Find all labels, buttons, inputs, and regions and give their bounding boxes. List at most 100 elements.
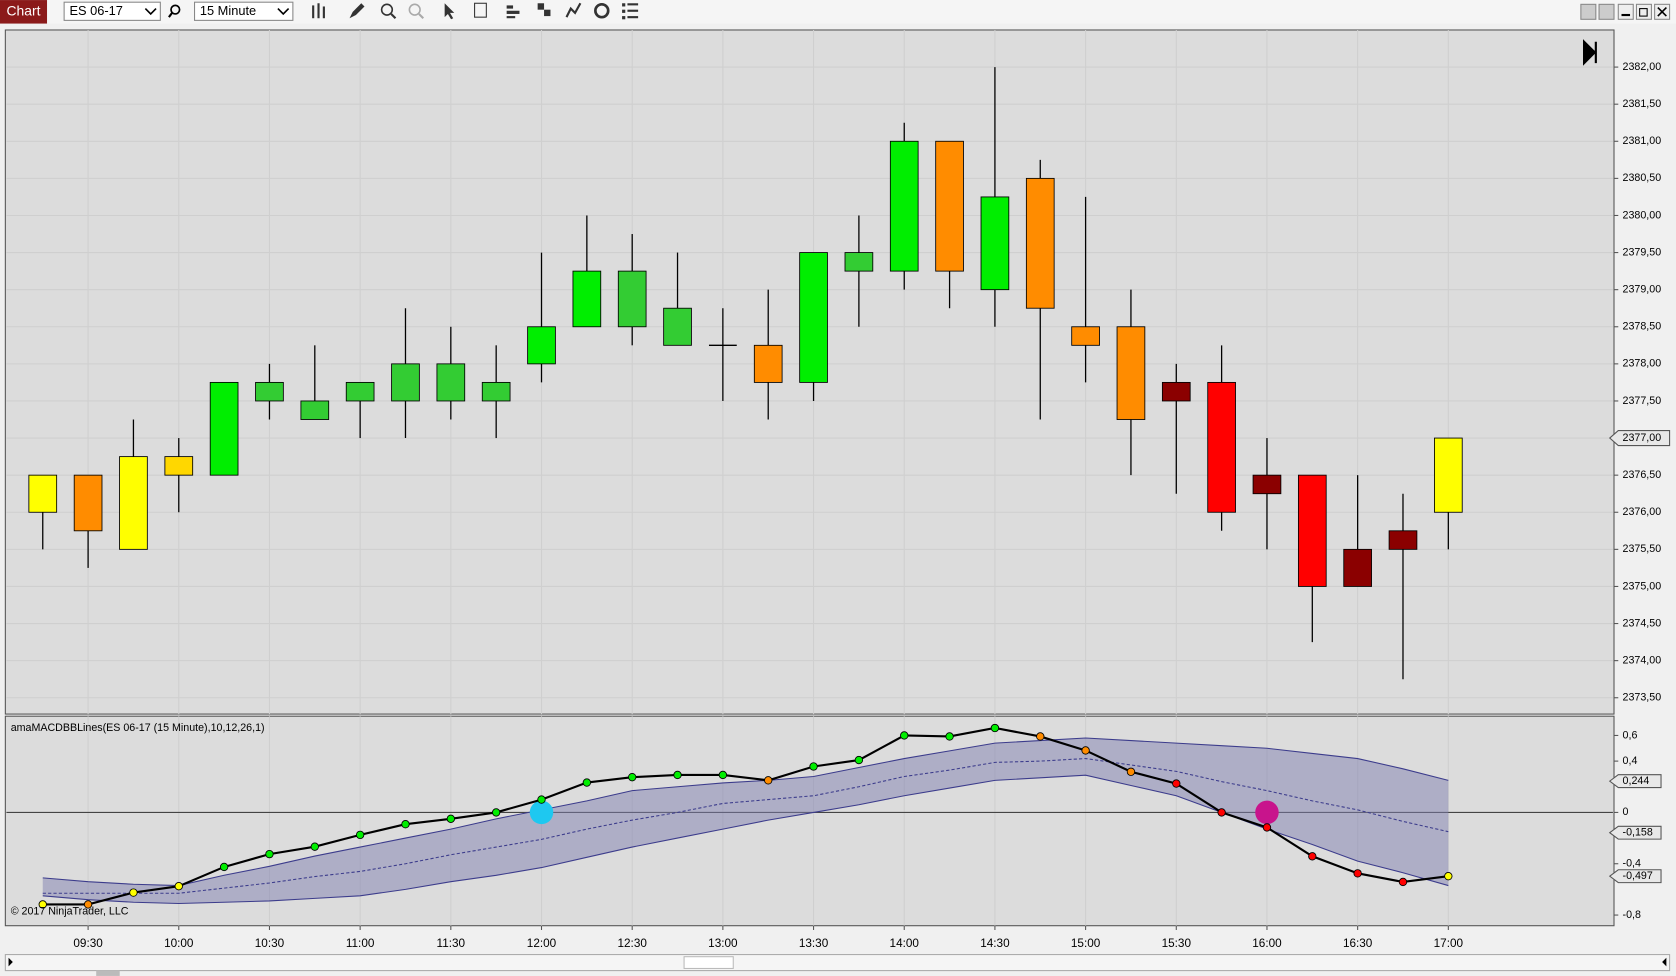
candle-body — [255, 381, 284, 402]
interval-select[interactable] — [194, 1, 294, 21]
value-marker — [1608, 869, 1662, 884]
candle-body — [799, 252, 828, 383]
candle-body — [73, 474, 103, 532]
value-marker — [1608, 825, 1662, 840]
y-tick-label: 2380,00 — [1623, 209, 1662, 221]
macd-dot — [854, 755, 864, 765]
interval-label: 15 Minute — [200, 3, 256, 18]
value-marker — [1608, 774, 1662, 789]
macd-dot — [1262, 823, 1272, 832]
y-tick-label: 0,4 — [1623, 755, 1638, 767]
x-tick-label: 14:00 — [890, 937, 920, 950]
macd-dot — [582, 778, 592, 787]
y-tick-label: 2377,50 — [1623, 395, 1662, 407]
y-tick-label: 2381,50 — [1623, 98, 1662, 110]
candle-body — [345, 381, 375, 402]
signal-dot — [529, 800, 554, 825]
candle-body — [1343, 548, 1372, 587]
candle-body — [980, 196, 1010, 291]
macd-dot — [718, 770, 728, 780]
macd-dot — [310, 842, 319, 851]
candle-body — [119, 456, 148, 550]
candle-body — [300, 400, 330, 420]
macd-dot — [945, 732, 954, 741]
x-tick-label: 12:00 — [527, 937, 557, 950]
band-line — [42, 774, 1449, 905]
candle-body — [1252, 474, 1282, 495]
macd-dot — [537, 795, 546, 804]
candle-body — [209, 381, 239, 476]
dropdown-arrow — [144, 8, 157, 16]
macd-dot — [446, 814, 455, 824]
h-scroll — [96, 970, 120, 976]
candle-body — [1025, 177, 1055, 309]
x-tick-label: 15:30 — [1162, 937, 1192, 950]
y-tick-label: 2378,00 — [1623, 358, 1662, 370]
candle-body — [844, 252, 874, 272]
y-tick-label: -0,4 — [1623, 858, 1641, 870]
candle-body — [572, 270, 602, 328]
y-tick-label: 2378,50 — [1623, 321, 1662, 333]
macd-dot — [265, 849, 274, 859]
macd-dot — [900, 731, 909, 740]
candle-body — [391, 363, 420, 402]
macd-dot — [1126, 767, 1136, 776]
value-marker-label: 0,244 — [1623, 775, 1650, 787]
candle-body — [663, 307, 692, 346]
candle-body — [28, 474, 58, 513]
window-buttons[interactable] — [1580, 3, 1671, 20]
candle-body — [436, 363, 466, 402]
macd-dot — [1172, 779, 1181, 788]
y-tick-label: 2376,50 — [1623, 469, 1662, 481]
search-icon[interactable] — [170, 4, 181, 15]
y-tick-label: 2375,50 — [1623, 543, 1662, 555]
x-tick-label: 16:30 — [1343, 937, 1373, 950]
candle-body — [1297, 474, 1327, 587]
macd-dot — [491, 808, 501, 817]
y-tick-label: 2379,50 — [1623, 246, 1662, 258]
tab-label: Chart — [7, 2, 41, 18]
y-tick-label: 2379,00 — [1623, 283, 1662, 295]
candle-body — [1161, 381, 1191, 402]
x-tick-label: 09:30 — [73, 937, 103, 950]
candle-body — [1071, 326, 1100, 346]
x-tick-label: 15:00 — [1071, 937, 1101, 950]
macd-dot — [38, 900, 47, 909]
candle-body — [617, 270, 647, 328]
x-tick-label: 17:00 — [1434, 937, 1464, 950]
x-tick-label: 10:30 — [255, 937, 285, 950]
chart-tab[interactable] — [0, 0, 48, 24]
copyright: © 2017 NinjaTrader, LLC — [11, 906, 129, 918]
scrollbar-thumb[interactable] — [683, 956, 734, 969]
x-tick-label: 13:30 — [799, 937, 829, 950]
y-tick-label: 2374,00 — [1623, 654, 1662, 666]
y-tick-label: 2380,50 — [1623, 172, 1662, 184]
instrument-select[interactable] — [63, 1, 161, 21]
y-tick-label: 2374,50 — [1623, 617, 1662, 629]
macd-dot — [1353, 869, 1362, 878]
candle-body — [1434, 437, 1463, 513]
candle-body — [753, 344, 783, 383]
indicator-title: amaMACDBBLines(ES 06-17 (15 Minute),10,1… — [11, 722, 265, 734]
scroll-end-button[interactable] — [1583, 39, 1597, 66]
x-tick-label: 11:00 — [346, 937, 375, 950]
y-tick-label: 2382,00 — [1623, 61, 1662, 73]
toolbar-icons[interactable] — [312, 2, 639, 20]
plot-layer: 09:30 10:00 10:30 11:00 11:30 12:00 12:30 13:00… — [6, 29, 1671, 950]
macd-dot — [1217, 808, 1226, 817]
x-tick-label: 10:00 — [164, 937, 194, 950]
scrollbar[interactable] — [4, 954, 1671, 972]
y-tick-label: 2373,50 — [1623, 692, 1662, 704]
candle-body — [889, 140, 919, 272]
band-line — [42, 737, 1449, 887]
macd-dot — [355, 830, 365, 840]
search-icon-handle — [168, 12, 173, 18]
macd-dot — [401, 820, 410, 829]
candle-body — [164, 456, 194, 476]
band-fill — [42, 738, 1449, 904]
dropdown-arrow — [277, 8, 290, 16]
macd-dot — [990, 723, 1000, 733]
y-tick-label: -0,8 — [1623, 909, 1641, 921]
x-tick-label: 16:00 — [1252, 937, 1282, 950]
macd-dot — [1036, 732, 1045, 741]
